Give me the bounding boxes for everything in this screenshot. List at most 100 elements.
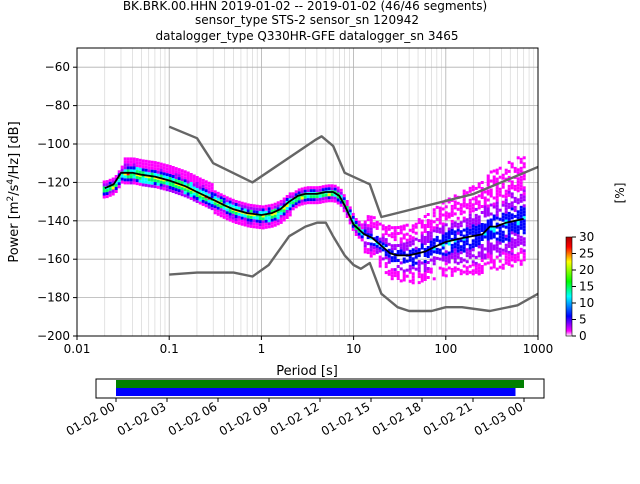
heatmap-cell — [489, 236, 493, 240]
heatmap-cell — [183, 194, 187, 198]
heatmap-cell — [138, 167, 142, 171]
heatmap-cell — [462, 201, 466, 205]
heatmap-cell — [495, 216, 499, 220]
heatmap-cell — [432, 238, 436, 242]
heatmap-cell — [438, 257, 442, 261]
heatmap-cell — [492, 244, 496, 248]
heatmap-cell — [387, 260, 391, 264]
heatmap-cell — [423, 242, 427, 245]
heatmap-cell — [435, 247, 439, 251]
heatmap-cell — [132, 157, 136, 161]
heatmap-cell — [465, 233, 469, 237]
heatmap-cell — [222, 209, 226, 213]
heatmap-cell — [438, 239, 442, 243]
heatmap-cell — [135, 158, 139, 162]
heatmap-cell — [132, 169, 136, 173]
heatmap-cell — [228, 215, 232, 219]
heatmap-cell — [354, 218, 358, 221]
heatmap-cell — [213, 208, 217, 212]
heatmap-cell — [261, 208, 265, 212]
heatmap-cell — [510, 231, 514, 235]
heatmap-cell — [510, 258, 514, 262]
heatmap-cell — [516, 201, 520, 205]
heatmap-cell — [456, 255, 460, 259]
heatmap-cell — [105, 192, 109, 196]
heatmap-cell — [477, 200, 481, 204]
heatmap-cell — [471, 206, 475, 210]
heatmap-cell — [114, 175, 118, 178]
heatmap-cell — [210, 207, 214, 211]
heatmap-cell — [225, 199, 229, 203]
heatmap-cell — [219, 196, 223, 200]
heatmap-cell — [402, 278, 406, 282]
heatmap-cell — [168, 183, 172, 186]
x-tick-label: 100 — [434, 342, 457, 356]
heatmap-cell — [387, 257, 391, 261]
heatmap-cell — [252, 216, 256, 220]
heatmap-cell — [384, 250, 388, 254]
heatmap-cell — [462, 192, 466, 196]
heatmap-cell — [444, 214, 448, 218]
heatmap-cell — [171, 184, 175, 187]
heatmap-cell — [507, 250, 511, 254]
heatmap-cell — [498, 238, 502, 242]
heatmap-cell — [462, 237, 466, 241]
heatmap-cell — [435, 226, 439, 230]
heatmap-cell — [219, 199, 223, 203]
heatmap-cell — [519, 196, 523, 200]
heatmap-cell — [426, 261, 430, 264]
heatmap-cell — [282, 200, 286, 204]
heatmap-cell — [393, 247, 397, 251]
heatmap-cell — [261, 214, 265, 218]
timeline-tick-label: 01-02 15 — [319, 399, 373, 438]
heatmap-cell — [435, 235, 439, 239]
heatmap-cell — [513, 232, 517, 236]
heatmap-cell — [315, 201, 319, 205]
heatmap-cell — [135, 161, 139, 165]
heatmap-cell — [111, 192, 115, 196]
heatmap-cell — [201, 199, 205, 203]
heatmap-cell — [492, 175, 496, 179]
heatmap-cell — [504, 195, 508, 199]
heatmap-cell — [498, 232, 502, 236]
heatmap-cell — [456, 228, 460, 232]
heatmap-cell — [375, 226, 379, 230]
heatmap-cell — [147, 178, 151, 182]
heatmap-cell — [174, 170, 178, 174]
heatmap-cell — [408, 267, 412, 271]
heatmap-cell — [279, 211, 283, 215]
heatmap-cell — [501, 248, 505, 252]
heatmap-cell — [258, 220, 262, 224]
heatmap-cell — [270, 209, 274, 213]
heatmap-cell — [384, 232, 388, 236]
heatmap-cell — [420, 276, 424, 280]
heatmap-cell — [390, 247, 394, 251]
heatmap-cell — [429, 219, 433, 223]
heatmap-cell — [309, 198, 313, 202]
heatmap-cell — [219, 214, 223, 218]
heatmap-cell — [411, 227, 415, 231]
heatmap-cell — [498, 217, 502, 221]
heatmap-cell — [507, 202, 511, 206]
heatmap-cell — [483, 202, 487, 206]
heatmap-cell — [483, 232, 487, 236]
heatmap-cell — [504, 192, 508, 196]
heatmap-cell — [372, 216, 376, 220]
heatmap-cell — [486, 210, 490, 214]
heatmap-cell — [501, 230, 505, 234]
heatmap-cell — [423, 263, 427, 266]
heatmap-cell — [468, 252, 472, 256]
heatmap-cell — [189, 179, 193, 182]
heatmap-cell — [492, 196, 496, 200]
heatmap-cell — [495, 231, 499, 235]
heatmap-cell — [522, 258, 526, 262]
heatmap-cell — [357, 226, 361, 230]
heatmap-cell — [453, 203, 457, 207]
heatmap-cell — [411, 266, 415, 270]
heatmap-cell — [501, 173, 505, 177]
heatmap-cell — [468, 243, 472, 247]
heatmap-cell — [516, 255, 520, 259]
heatmap-cell — [354, 224, 358, 227]
heatmap-cell — [210, 183, 214, 187]
heatmap-cell — [522, 195, 526, 199]
